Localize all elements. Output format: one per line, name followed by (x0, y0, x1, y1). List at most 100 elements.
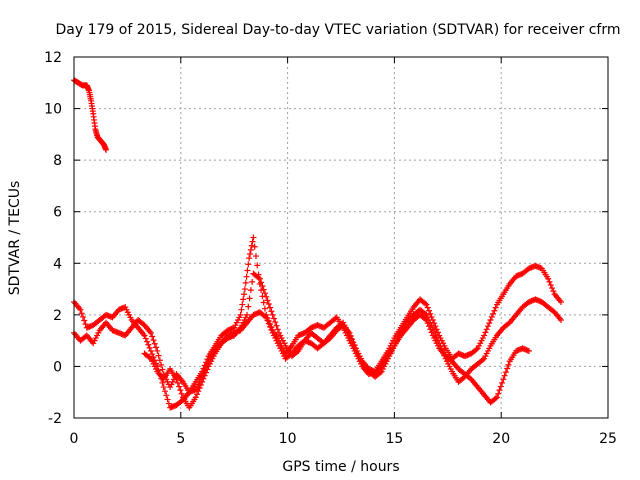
data-point (147, 329, 154, 336)
data-point (486, 320, 493, 327)
data-point (245, 261, 252, 268)
data-point (241, 286, 248, 293)
data-point (273, 322, 280, 329)
data-point (239, 301, 246, 308)
data-point (424, 320, 431, 327)
data-point (495, 390, 502, 397)
data-point (79, 313, 86, 320)
y-tick-label: 2 (53, 308, 62, 324)
data-point (250, 234, 257, 241)
data-point (259, 282, 266, 289)
y-tick-label: 6 (53, 205, 62, 221)
data-point (173, 376, 180, 383)
data-point (153, 344, 160, 351)
data-point (270, 315, 277, 322)
data-point (424, 304, 431, 311)
data-point (178, 390, 185, 397)
x-tick-label: 25 (599, 431, 617, 447)
data-point (422, 300, 429, 307)
data-point (203, 369, 210, 376)
data-point (254, 262, 261, 269)
data-point (247, 246, 254, 253)
data-point (504, 365, 511, 372)
data-point (260, 286, 267, 293)
data-point (145, 341, 152, 348)
data-point (492, 304, 499, 311)
data-point (423, 301, 430, 308)
data-points (71, 77, 565, 411)
data-point (147, 347, 154, 354)
data-point (103, 146, 110, 153)
data-point (174, 379, 181, 386)
data-point (501, 372, 508, 379)
data-point (484, 323, 491, 330)
data-point (237, 311, 244, 318)
data-point (146, 354, 153, 361)
x-axis-label: GPS time / hours (282, 459, 399, 475)
data-point (144, 338, 151, 345)
data-point (156, 357, 163, 364)
y-tick-label: -2 (48, 411, 62, 427)
data-point (238, 306, 245, 313)
data-point (505, 361, 512, 368)
data-point (268, 326, 275, 333)
data-point (196, 385, 203, 392)
data-point (265, 320, 272, 327)
data-point (249, 238, 256, 245)
data-point (483, 326, 490, 333)
data-point (423, 317, 430, 324)
data-point (422, 315, 429, 322)
data-point (201, 372, 208, 379)
data-point (247, 287, 254, 294)
y-tick-label: 10 (44, 102, 62, 118)
data-point (199, 378, 206, 385)
y-tick-label: 8 (53, 153, 62, 169)
x-tick-label: 0 (70, 431, 79, 447)
data-point (487, 317, 494, 324)
data-point (151, 340, 158, 347)
data-point (490, 310, 497, 317)
data-point (158, 361, 165, 368)
data-point (547, 281, 554, 288)
data-point (244, 267, 251, 274)
y-tick-labels: -2 0 2 4 6 8 10 12 (44, 50, 62, 427)
y-tick-label: 0 (53, 359, 62, 375)
data-point (159, 366, 166, 373)
data-point (479, 356, 486, 363)
data-point (161, 388, 168, 395)
data-point (268, 308, 275, 315)
data-point (346, 329, 353, 336)
data-point (149, 333, 156, 340)
data-point (558, 298, 565, 305)
data-point (272, 319, 279, 326)
data-point (243, 273, 250, 280)
data-point (241, 291, 248, 298)
data-point (482, 329, 489, 336)
data-point (258, 279, 265, 286)
data-point (261, 290, 268, 297)
data-point (264, 317, 271, 324)
data-point (491, 307, 498, 314)
data-point (267, 304, 274, 311)
data-point (146, 344, 153, 351)
x-tick-label: 20 (492, 431, 510, 447)
data-point (263, 314, 270, 321)
data-point (255, 274, 262, 281)
data-point (549, 285, 556, 292)
x-tick-labels: 0 5 10 15 20 25 (70, 431, 617, 447)
data-point (473, 346, 480, 353)
data-point (550, 288, 557, 295)
data-point (192, 394, 199, 401)
data-point (263, 293, 270, 300)
data-point (200, 375, 207, 382)
data-point (500, 376, 507, 383)
data-point (246, 255, 253, 262)
data-point (165, 400, 172, 407)
data-point (525, 347, 532, 354)
data-point (351, 342, 358, 349)
data-point (149, 351, 156, 358)
data-point (492, 395, 499, 402)
data-point (493, 394, 500, 401)
data-point (197, 381, 204, 388)
data-point (248, 242, 255, 249)
